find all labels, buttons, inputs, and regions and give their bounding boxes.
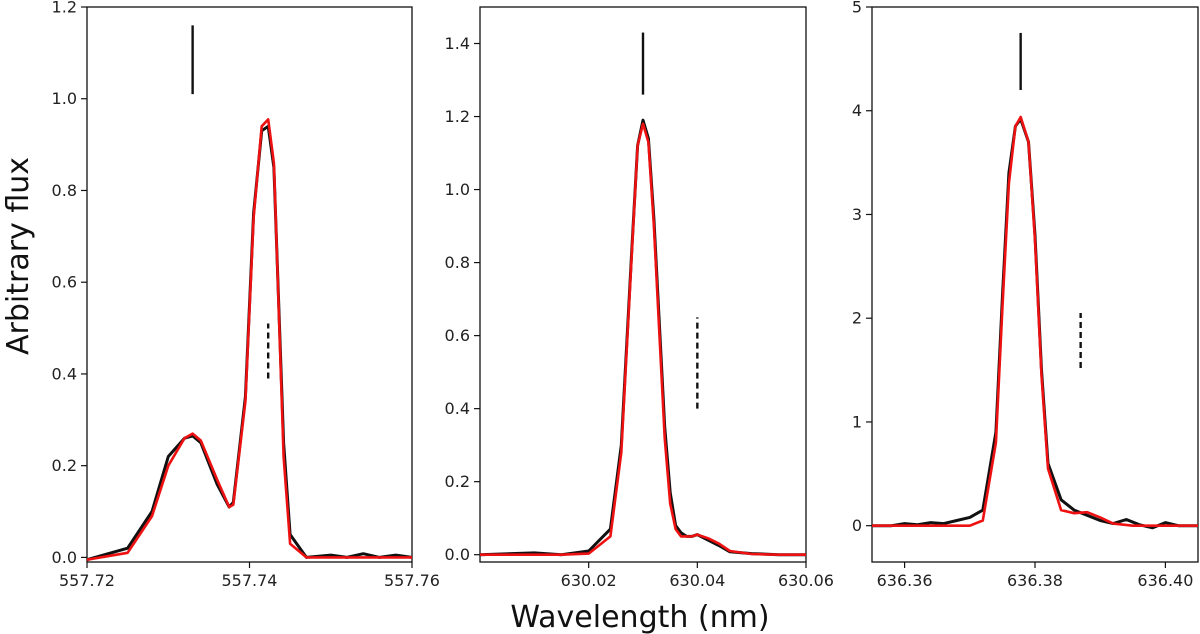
panel-636nm: 0 1 2 3 4 5 636.36 636.38 636.40 <box>852 0 1199 590</box>
y-tick-label: 5 <box>852 0 862 17</box>
x-tick-label: 636.40 <box>1137 571 1193 590</box>
y-tick-label: 1.4 <box>445 34 470 53</box>
x-axis-label: Wavelength (nm) <box>510 600 769 634</box>
x-tick-label: 636.38 <box>1007 571 1063 590</box>
plot-frame <box>871 6 1199 563</box>
x-tick-label: 630.04 <box>669 571 725 590</box>
x-tick-label: 630.02 <box>561 571 617 590</box>
y-tick-label: 0.8 <box>445 253 470 272</box>
y-tick-label: 0.2 <box>445 472 470 491</box>
y-tick-label: 0.2 <box>52 456 77 475</box>
y-tick-label: 0.4 <box>52 364 77 383</box>
y-tick-label: 0.0 <box>52 548 77 567</box>
observed-spectrum <box>87 124 412 562</box>
x-tick-label: 636.36 <box>877 571 933 590</box>
fit-curve <box>480 122 806 557</box>
y-tick-label: 1.0 <box>445 180 470 199</box>
y-tick-label: 1.0 <box>52 89 77 108</box>
y-tick-label: 1 <box>852 412 862 431</box>
y-tick-label: 0.6 <box>52 273 77 292</box>
y-tick-label: 4 <box>852 101 862 120</box>
fit-curve <box>87 118 412 561</box>
fit-curve <box>872 115 1198 528</box>
x-tick-label: 557.76 <box>384 571 440 590</box>
panel-630nm: 0.0 0.2 0.4 0.6 0.8 1.0 1.2 1.4 630.02 630.04 630.… <box>445 6 834 590</box>
x-tick-label: 630.06 <box>778 571 834 590</box>
y-axis-label: Arbitrary flux <box>1 157 36 355</box>
observed-spectrum <box>480 118 806 557</box>
observed-spectrum <box>872 117 1198 530</box>
panel-557nm: 0.0 0.2 0.4 0.6 0.8 1.0 1.2 557.72 557.74 557.76 <box>52 0 440 590</box>
y-tick-label: 0.6 <box>445 326 470 345</box>
y-tick-label: 2 <box>852 309 862 328</box>
y-tick-label: 1.2 <box>52 0 77 17</box>
y-tick-label: 0.0 <box>445 545 470 564</box>
y-tick-label: 3 <box>852 205 862 224</box>
plot-frame <box>479 6 807 563</box>
y-tick-label: 1.2 <box>445 107 470 126</box>
y-tick-label: 0.8 <box>52 181 77 200</box>
x-tick-label: 557.74 <box>222 571 278 590</box>
y-tick-label: 0.4 <box>445 399 470 418</box>
x-tick-label: 557.72 <box>59 571 115 590</box>
y-tick-label: 0 <box>852 516 862 535</box>
